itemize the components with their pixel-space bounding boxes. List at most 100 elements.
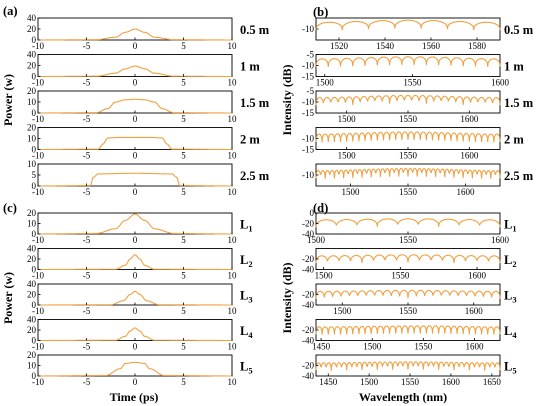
- x-tick-label: 1650: [483, 377, 502, 387]
- subplot-d-4: 1450 1500 1550 1600 -40-20 L4: [302, 319, 517, 352]
- y-tick-label: -40: [302, 229, 314, 239]
- subplot-d-5: 1450 1500 1550 1600 1650 -40-20 L5: [302, 354, 517, 387]
- subplot-label: 0.5 m: [504, 23, 534, 37]
- x-tick-label: 5: [181, 342, 186, 352]
- subplot-label: L3: [240, 289, 253, 305]
- x-tick-label: -5: [83, 187, 91, 197]
- x-tick-label: 1600: [442, 377, 461, 387]
- x-tick-label: 0: [133, 151, 138, 161]
- y-axis-label-a: Power (w): [1, 74, 15, 126]
- y-tick-label: 20: [27, 208, 37, 218]
- y-tick-label: -40: [302, 265, 314, 275]
- x-tick-label: 1550: [399, 114, 418, 124]
- panel-d-label: (d): [313, 201, 328, 215]
- x-tick-label: 1550: [399, 151, 418, 161]
- subplot-label: L3: [504, 289, 517, 305]
- series-line: [37, 254, 233, 271]
- x-tick-label: 0: [133, 342, 138, 352]
- plot-frame: [37, 319, 233, 341]
- series-line: [37, 65, 233, 78]
- y-tick-label: 20: [27, 350, 37, 360]
- x-tick-label: -10: [32, 187, 44, 197]
- plot-frame: [37, 354, 233, 377]
- x-tick-label: 1520: [330, 41, 349, 51]
- x-tick-label: 0: [133, 114, 138, 124]
- subplot-label: L1: [504, 218, 517, 234]
- x-tick-label: -10: [32, 306, 44, 316]
- y-tick-label: 10: [27, 159, 37, 169]
- x-tick-label: 10: [228, 151, 238, 161]
- y-tick-label: -5: [307, 50, 315, 60]
- y-tick-label: -15: [302, 72, 314, 82]
- series-line: [315, 361, 501, 371]
- x-tick-label: 1540: [376, 41, 395, 51]
- y-tick-label: -20: [302, 254, 314, 264]
- series-line: [37, 98, 233, 114]
- x-tick-label: 1560: [422, 41, 441, 51]
- plot-frame: [37, 248, 233, 270]
- x-tick-label: 5: [181, 235, 186, 245]
- x-tick-label: 5: [181, 271, 186, 281]
- x-tick-label: 10: [228, 41, 238, 51]
- x-tick-label: -10: [32, 235, 44, 245]
- y-tick-label: 10: [27, 97, 37, 107]
- x-tick-label: 0: [133, 187, 138, 197]
- x-tick-label: -10: [32, 271, 44, 281]
- x-tick-label: -10: [32, 41, 44, 51]
- y-tick-label: 20: [27, 290, 37, 300]
- y-tick-label: 10: [27, 361, 37, 371]
- y-tick-label: 20: [27, 254, 37, 264]
- x-tick-label: 10: [228, 377, 238, 387]
- y-tick-label: -10: [302, 97, 314, 107]
- y-tick-label: 40: [27, 244, 37, 254]
- y-tick-label: 10: [27, 219, 37, 229]
- y-tick-label: -20: [302, 325, 314, 335]
- x-tick-label: 1550: [403, 78, 422, 88]
- x-tick-label: -5: [83, 306, 91, 316]
- y-axis-label-b: Intensity (dB): [280, 64, 294, 135]
- x-tick-label: -10: [32, 114, 44, 124]
- y-tick-label: 0: [32, 72, 37, 82]
- y-tick-label: -40: [302, 336, 314, 346]
- x-tick-label: 1500: [338, 114, 357, 124]
- series-line: [37, 172, 233, 187]
- x-tick-label: -10: [32, 78, 44, 88]
- y-tick-label: -40: [302, 300, 314, 310]
- x-tick-label: 1600: [460, 114, 479, 124]
- x-tick-label: -5: [83, 41, 91, 51]
- series-line: [315, 167, 501, 179]
- series-line: [315, 325, 501, 335]
- subplot-label: 1 m: [240, 60, 260, 74]
- subplot-label: L4: [504, 324, 517, 340]
- subplot-label: L2: [240, 253, 253, 269]
- x-tick-label: 5: [181, 187, 186, 197]
- series-line: [37, 136, 233, 151]
- y-tick-label: -10: [302, 170, 314, 180]
- y-tick-label: 0: [310, 208, 315, 218]
- x-tick-label: 0: [133, 306, 138, 316]
- x-tick-label: 1550: [399, 187, 418, 197]
- x-tick-label: 10: [228, 187, 238, 197]
- y-tick-label: -20: [302, 290, 314, 300]
- subplot-label: 2.5 m: [240, 169, 270, 183]
- x-tick-label: 10: [228, 306, 238, 316]
- x-tick-label: 1550: [399, 306, 418, 316]
- x-tick-label: 1600: [457, 187, 476, 197]
- x-tick-label: 1500: [338, 151, 357, 161]
- subplot-label: 2.5 m: [504, 169, 534, 183]
- plot-frame: [315, 17, 501, 41]
- y-tick-label: 20: [27, 325, 37, 335]
- y-tick-label: -20: [302, 361, 314, 371]
- x-tick-label: 1500: [360, 377, 379, 387]
- x-tick-label: 1550: [399, 235, 418, 245]
- x-tick-label: -5: [83, 78, 91, 88]
- x-tick-label: 1500: [363, 342, 382, 352]
- y-tick-label: 40: [27, 279, 37, 289]
- x-tick-label: -5: [83, 151, 91, 161]
- x-tick-label: 10: [228, 342, 238, 352]
- subplot-label: 1.5 m: [240, 96, 270, 110]
